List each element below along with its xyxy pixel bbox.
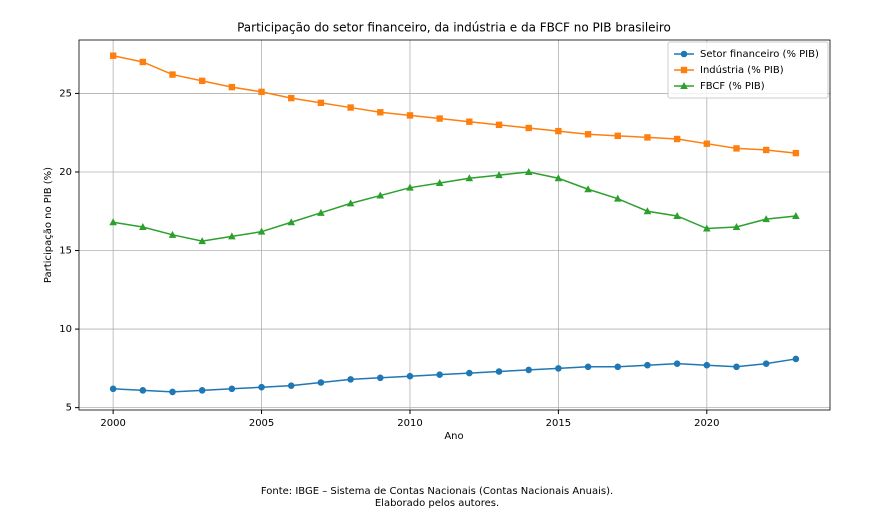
marker	[228, 385, 236, 393]
legend-label: Setor financeiro (% PIB)	[700, 49, 819, 60]
marker	[525, 366, 533, 374]
legend-marker	[680, 50, 688, 58]
marker	[732, 222, 741, 230]
marker	[228, 232, 236, 240]
marker	[762, 146, 770, 154]
marker	[198, 387, 206, 394]
marker	[584, 363, 592, 371]
plot-frame	[78, 39, 831, 411]
marker	[406, 372, 414, 380]
marker	[554, 174, 563, 182]
marker	[406, 183, 414, 191]
x-axis-label: Ano	[444, 431, 463, 442]
marker	[139, 222, 147, 230]
marker	[287, 382, 295, 389]
marker	[614, 132, 621, 140]
marker	[495, 121, 503, 129]
marker	[258, 88, 265, 96]
x-tick-label: 2015	[546, 418, 571, 429]
marker	[465, 174, 474, 182]
marker	[792, 211, 800, 219]
series-line	[112, 54, 796, 154]
marker	[346, 199, 355, 207]
marker	[317, 99, 325, 107]
marker	[257, 227, 266, 235]
footnote: Fonte: IBGE – Sistema de Contas Nacionai…	[261, 486, 613, 497]
marker	[317, 208, 325, 216]
marker	[317, 379, 325, 386]
marker	[673, 135, 681, 143]
marker	[109, 52, 117, 59]
x-tick-label: 2020	[694, 418, 719, 429]
marker	[673, 211, 681, 219]
marker	[703, 224, 711, 232]
legend-label: Indústria (% PIB)	[700, 64, 784, 76]
marker	[109, 218, 117, 226]
marker	[495, 171, 503, 179]
marker	[466, 369, 473, 377]
marker	[376, 191, 385, 199]
series-line	[113, 171, 796, 242]
marker	[198, 77, 206, 85]
y-tick-label: 5	[66, 403, 72, 414]
marker	[347, 376, 354, 383]
marker	[555, 365, 562, 372]
marker	[792, 355, 800, 363]
marker	[495, 368, 503, 375]
marker	[228, 83, 236, 91]
marker	[139, 58, 147, 66]
marker	[169, 388, 176, 396]
marker	[525, 124, 532, 132]
legend-marker	[680, 82, 688, 89]
marker	[584, 185, 592, 193]
marker	[435, 178, 444, 186]
y-tick-label: 25	[59, 88, 72, 99]
marker	[466, 118, 473, 125]
marker	[524, 167, 533, 175]
marker	[762, 215, 770, 223]
marker	[703, 140, 711, 147]
y-tick-label: 20	[59, 167, 72, 178]
marker	[792, 149, 800, 157]
y-tick-label: 10	[59, 324, 72, 335]
marker	[139, 387, 147, 394]
marker	[288, 94, 295, 102]
marker	[168, 230, 177, 238]
marker	[169, 71, 176, 78]
marker	[584, 131, 592, 138]
x-tick-label: 2005	[249, 418, 274, 429]
footnote: Elaborado pelos autores.	[375, 498, 499, 509]
marker	[436, 371, 443, 378]
legend-marker	[680, 66, 688, 74]
legend-label: FBCF (% PIB)	[700, 81, 765, 92]
y-axis-label: Participação no PIB (%)	[43, 167, 54, 283]
marker	[198, 237, 206, 245]
marker	[673, 360, 681, 367]
chart-title: Participação do setor financeiro, da ind…	[237, 21, 671, 35]
marker	[644, 134, 651, 141]
marker	[287, 218, 296, 226]
marker	[644, 361, 651, 369]
marker	[614, 363, 622, 371]
series-line	[113, 358, 796, 393]
marker	[258, 383, 265, 391]
x-tick-label: 2000	[100, 418, 125, 429]
marker	[762, 360, 770, 367]
marker	[703, 361, 711, 369]
marker	[376, 374, 384, 382]
y-tick-label: 15	[59, 246, 72, 257]
marker	[733, 145, 740, 152]
marker	[377, 109, 384, 116]
marker	[555, 127, 562, 135]
x-tick-label: 2010	[397, 418, 422, 429]
marker	[109, 385, 117, 393]
marker	[643, 207, 652, 215]
marker	[733, 363, 740, 371]
marker	[406, 112, 414, 119]
marker	[613, 194, 622, 202]
marker	[436, 115, 443, 122]
legend-box	[667, 41, 829, 99]
marker	[347, 104, 354, 111]
